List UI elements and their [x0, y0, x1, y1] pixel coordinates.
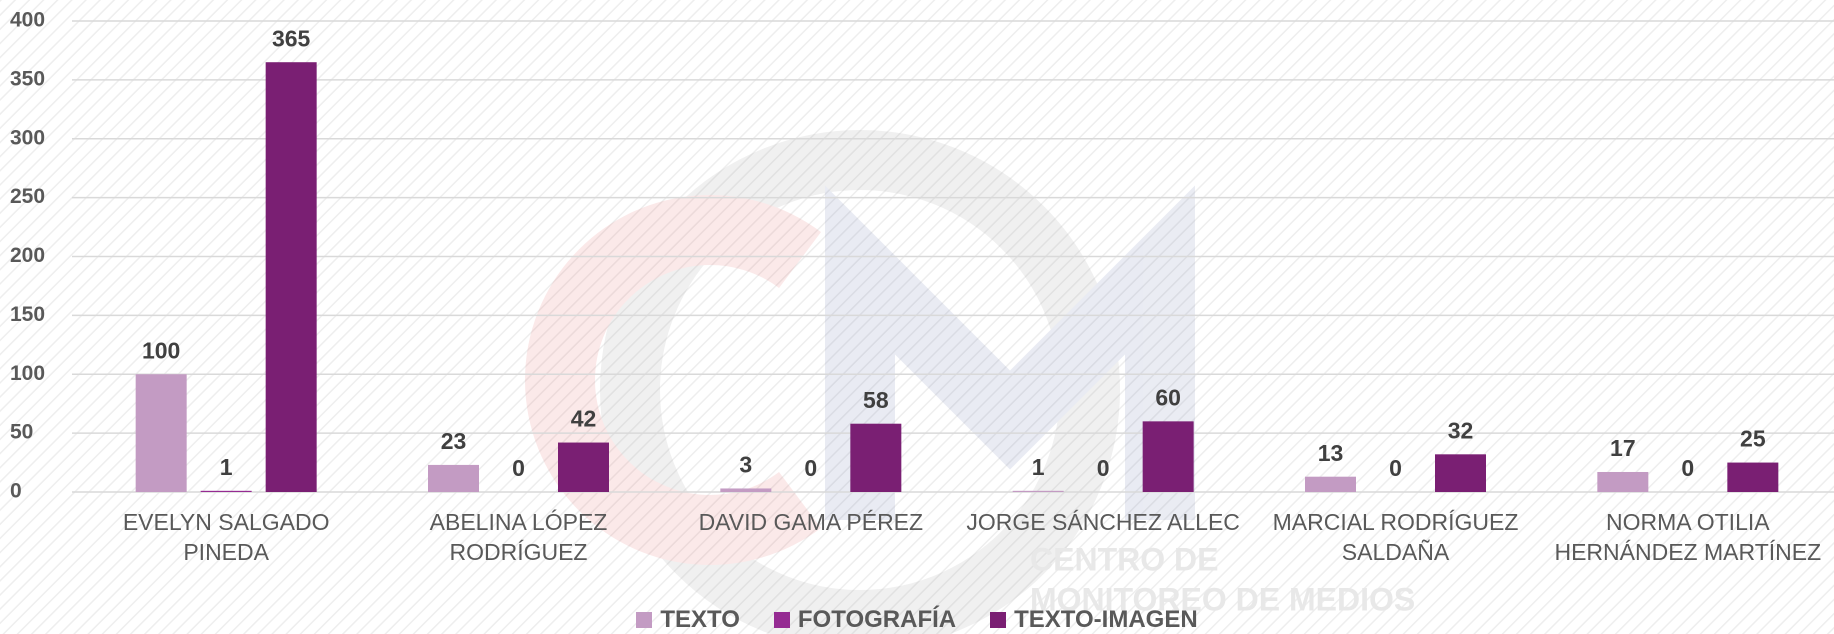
y-tick-label: 350 [10, 67, 45, 90]
y-tick-label: 0 [10, 480, 22, 503]
data-label: 23 [441, 428, 467, 454]
bar [200, 490, 252, 492]
x-tick-label: EVELYN SALGADO PINEDA [122, 509, 330, 565]
y-tick-label: 100 [10, 362, 45, 385]
legend-label: TEXTO [660, 606, 740, 633]
bar [850, 423, 902, 492]
bar [1142, 421, 1194, 492]
bar [135, 374, 187, 492]
y-tick-label: 150 [10, 303, 45, 326]
y-tick-label: 250 [10, 185, 45, 208]
data-label: 25 [1740, 426, 1766, 452]
y-tick-label: 400 [10, 9, 45, 32]
legend-label: TEXTO-IMAGEN [1014, 606, 1198, 633]
legend-item: FOTOGRAFÍA [773, 606, 957, 634]
x-tick-label: ABELINA LÓPEZ RODRÍGUEZ [429, 509, 608, 565]
x-tick-label: NORMA OTILIA HERNÁNDEZ MARTÍNEZ [1554, 509, 1822, 565]
data-label: 0 [512, 455, 525, 481]
data-label: 1 [220, 454, 233, 480]
watermark-text: MONITOREO DE MEDIOS [1030, 581, 1415, 617]
data-label: 32 [1448, 417, 1474, 443]
data-label: 0 [1389, 455, 1402, 481]
watermark-text: CENTRO DE [1030, 541, 1218, 577]
data-label: 365 [272, 25, 311, 51]
data-label: 0 [1097, 455, 1110, 481]
x-tick-label: DAVID GAMA PÉREZ [698, 509, 924, 535]
legend: TEXTO FOTOGRAFÍA TEXTO-IMAGEN [0, 606, 1834, 634]
legend-label: FOTOGRAFÍA [797, 606, 957, 633]
bar [1597, 471, 1649, 492]
bar [265, 62, 317, 493]
bar [720, 488, 772, 492]
legend-swatch [636, 612, 653, 628]
data-label: 17 [1610, 435, 1636, 461]
bar [428, 464, 479, 492]
data-label: 42 [571, 406, 597, 432]
data-label: 58 [863, 387, 889, 413]
watermark-logo [525, 130, 1195, 634]
y-tick-label: 50 [10, 421, 33, 444]
y-tick-label: 200 [10, 244, 45, 267]
bar [1305, 476, 1356, 492]
bar [558, 442, 609, 492]
bar [1012, 490, 1064, 492]
legend-item: TEXTO-IMAGEN [990, 606, 1198, 634]
legend-swatch [990, 612, 1007, 628]
data-label: 60 [1155, 384, 1181, 410]
bar [1435, 454, 1486, 492]
x-tick-label: JORGE SÁNCHEZ ALLEC [966, 509, 1240, 535]
y-tick-label: 300 [10, 126, 45, 149]
bar [1727, 462, 1779, 492]
legend-swatch [773, 612, 790, 628]
data-label: 1 [1032, 454, 1045, 480]
data-label: 100 [142, 337, 180, 363]
data-label: 0 [1681, 455, 1694, 481]
data-label: 0 [804, 455, 817, 481]
data-label: 3 [739, 452, 752, 478]
legend-item: TEXTO [636, 606, 740, 634]
data-label: 13 [1318, 440, 1344, 466]
x-tick-label: MARCIAL RODRÍGUEZ SALDAÑA [1272, 509, 1519, 565]
